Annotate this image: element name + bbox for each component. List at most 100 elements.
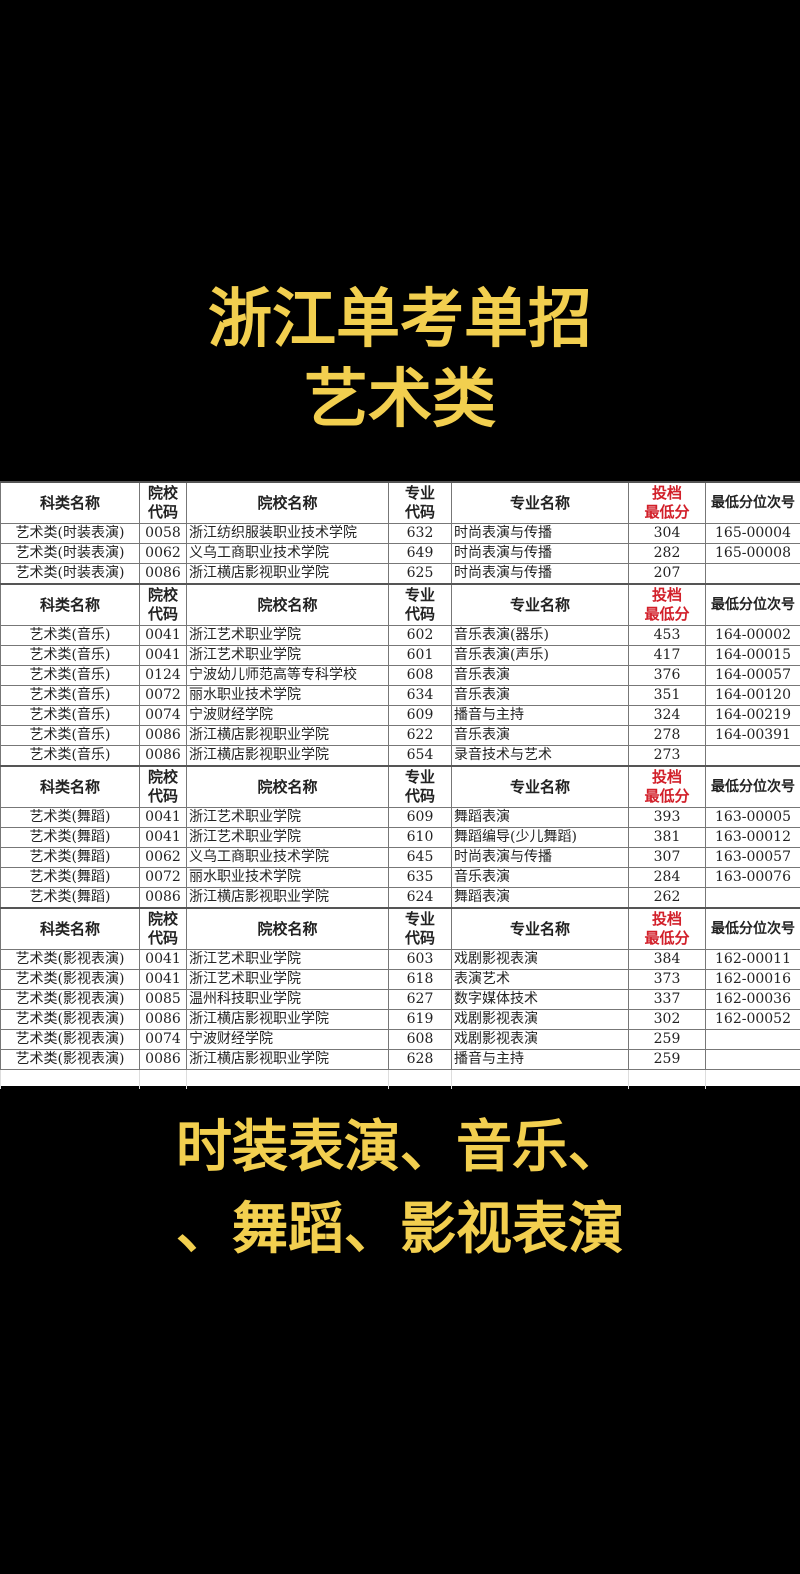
cell-school-code: 0072	[139, 867, 187, 888]
header-row: 科类名称 院校 代码 院校名称 专业 代码 专业名称 投档 最低分 最低分位次号	[0, 765, 800, 808]
cell-major-code: 609	[388, 705, 452, 726]
cell-category: 艺术类(影视表演)	[0, 949, 140, 970]
cell-min-rank: 163-00012	[705, 827, 800, 848]
header-row: 科类名称 院校 代码 院校名称 专业 代码 专业名称 投档 最低分 最低分位次号	[0, 583, 800, 626]
empty-cell	[139, 1069, 187, 1089]
cell-major-code: 602	[388, 625, 452, 646]
cell-school-code: 0086	[139, 725, 187, 746]
cell-category: 艺术类(舞蹈)	[0, 807, 140, 828]
cell-school-code: 0041	[139, 807, 187, 828]
cell-major-name: 录音技术与艺术	[451, 745, 629, 767]
cell-major-code: 634	[388, 685, 452, 706]
header-category: 科类名称	[0, 481, 140, 524]
cell-school-name: 浙江横店影视职业学院	[186, 563, 389, 585]
header-min-score: 投档 最低分	[628, 481, 706, 524]
cell-major-code: 632	[388, 523, 452, 544]
cell-min-score: 453	[628, 625, 706, 646]
cell-school-code: 0086	[139, 887, 187, 909]
score-table-sheet: 科类名称 院校 代码 院校名称 专业 代码 专业名称 投档 最低分 最低分位次号 艺术类(时装…	[0, 481, 800, 1089]
table-row: 艺术类(影视表演) 0041 浙江艺术职业学院 603 戏剧影视表演 384 162-000…	[0, 949, 800, 970]
table-row: 艺术类(舞蹈) 0041 浙江艺术职业学院 609 舞蹈表演 393 163-00005	[0, 807, 800, 828]
header-min-rank: 最低分位次号	[705, 765, 800, 808]
cell-major-name: 音乐表演	[451, 867, 629, 888]
cell-major-code: 610	[388, 827, 452, 848]
empty-cell	[186, 1069, 389, 1089]
cell-major-name: 舞蹈表演	[451, 807, 629, 828]
cell-category: 艺术类(影视表演)	[0, 1029, 140, 1050]
header-min-score: 投档 最低分	[628, 907, 706, 950]
title-line-2: 艺术类	[304, 363, 496, 437]
table-row: 艺术类(影视表演) 0086 浙江横店影视职业学院 619 戏剧影视表演 302 162-0…	[0, 1009, 800, 1030]
header-row: 科类名称 院校 代码 院校名称 专业 代码 专业名称 投档 最低分 最低分位次号	[0, 907, 800, 950]
cell-major-name: 时尚表演与传播	[451, 523, 629, 544]
cell-school-name: 宁波财经学院	[186, 1029, 389, 1050]
cell-min-score: 324	[628, 705, 706, 726]
empty-cell	[388, 1069, 452, 1089]
cell-school-code: 0041	[139, 969, 187, 990]
cell-category: 艺术类(影视表演)	[0, 1049, 140, 1070]
table-row: 艺术类(音乐) 0041 浙江艺术职业学院 602 音乐表演(器乐) 453 164-000…	[0, 625, 800, 646]
cell-school-name: 浙江艺术职业学院	[186, 645, 389, 666]
header-school-name: 院校名称	[186, 907, 389, 950]
table-row: 艺术类(影视表演) 0085 温州科技职业学院 627 数字媒体技术 337 162-000…	[0, 989, 800, 1010]
cell-school-code: 0058	[139, 523, 187, 544]
cell-school-code: 0086	[139, 563, 187, 585]
cell-school-name: 浙江艺术职业学院	[186, 625, 389, 646]
cell-min-score: 259	[628, 1049, 706, 1070]
cell-min-score: 384	[628, 949, 706, 970]
cell-min-score: 259	[628, 1029, 706, 1050]
cell-school-name: 浙江艺术职业学院	[186, 807, 389, 828]
cell-min-rank: 163-00057	[705, 847, 800, 868]
cell-major-code: 628	[388, 1049, 452, 1070]
cell-min-rank: 164-00219	[705, 705, 800, 726]
table-row: 艺术类(舞蹈) 0086 浙江横店影视职业学院 624 舞蹈表演 262	[0, 887, 800, 909]
cell-category: 艺术类(时装表演)	[0, 543, 140, 564]
table-row: 艺术类(影视表演) 0074 宁波财经学院 608 戏剧影视表演 259	[0, 1029, 800, 1050]
empty-cell	[705, 1069, 800, 1089]
cell-major-code: 603	[388, 949, 452, 970]
header-min-rank: 最低分位次号	[705, 481, 800, 524]
caption-line-2: 、舞蹈、影视表演	[176, 1197, 624, 1262]
cell-school-name: 浙江横店影视职业学院	[186, 745, 389, 767]
cell-major-name: 戏剧影视表演	[451, 1029, 629, 1050]
table-row: 艺术类(音乐) 0041 浙江艺术职业学院 601 音乐表演(声乐) 417 164-000…	[0, 645, 800, 666]
cell-school-code: 0072	[139, 685, 187, 706]
cell-min-score: 273	[628, 745, 706, 767]
header-school-name: 院校名称	[186, 481, 389, 524]
cell-school-code: 0124	[139, 665, 187, 686]
cell-min-rank: 162-00011	[705, 949, 800, 970]
cell-category: 艺术类(影视表演)	[0, 969, 140, 990]
cell-school-code: 0062	[139, 543, 187, 564]
cell-school-code: 0062	[139, 847, 187, 868]
caption-line-1: 时装表演、音乐、	[176, 1115, 624, 1180]
header-min-rank: 最低分位次号	[705, 583, 800, 626]
cell-school-name: 浙江横店影视职业学院	[186, 725, 389, 746]
cell-category: 艺术类(时装表演)	[0, 523, 140, 544]
cell-min-score: 282	[628, 543, 706, 564]
cell-min-rank: 164-00057	[705, 665, 800, 686]
cell-min-score: 337	[628, 989, 706, 1010]
header-min-score: 投档 最低分	[628, 583, 706, 626]
cell-major-name: 音乐表演	[451, 725, 629, 746]
header-school-code: 院校 代码	[139, 481, 187, 524]
cell-school-name: 浙江艺术职业学院	[186, 949, 389, 970]
cell-major-name: 数字媒体技术	[451, 989, 629, 1010]
cell-min-rank: 164-00391	[705, 725, 800, 746]
cell-min-rank: 162-00016	[705, 969, 800, 990]
cell-min-score: 393	[628, 807, 706, 828]
cell-major-name: 音乐表演(器乐)	[451, 625, 629, 646]
cell-school-code: 0041	[139, 827, 187, 848]
cell-school-name: 宁波财经学院	[186, 705, 389, 726]
cell-major-name: 音乐表演	[451, 665, 629, 686]
cell-min-rank: 165-00008	[705, 543, 800, 564]
cell-school-name: 浙江横店影视职业学院	[186, 1049, 389, 1070]
table-row: 艺术类(舞蹈) 0072 丽水职业技术学院 635 音乐表演 284 163-00076	[0, 867, 800, 888]
cell-category: 艺术类(时装表演)	[0, 563, 140, 585]
cell-school-name: 浙江艺术职业学院	[186, 827, 389, 848]
cell-major-name: 表演艺术	[451, 969, 629, 990]
table-row: 艺术类(时装表演) 0058 浙江纺织服装职业技术学院 632 时尚表演与传播 304 16…	[0, 523, 800, 544]
cell-major-name: 舞蹈编导(少儿舞蹈)	[451, 827, 629, 848]
table-row: 艺术类(舞蹈) 0041 浙江艺术职业学院 610 舞蹈编导(少儿舞蹈) 381 163-0…	[0, 827, 800, 848]
cell-major-code: 619	[388, 1009, 452, 1030]
cell-major-name: 音乐表演(声乐)	[451, 645, 629, 666]
